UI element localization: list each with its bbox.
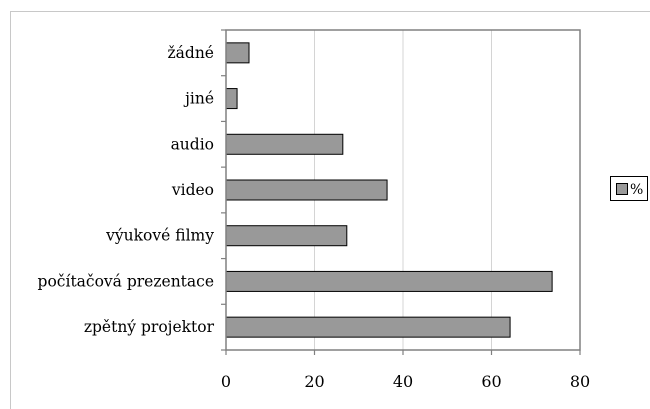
x-tick-label: 40: [393, 372, 413, 391]
bar-4: [225, 225, 348, 247]
legend: %: [610, 176, 648, 201]
legend-swatch: [616, 183, 628, 195]
category-label: audio: [171, 135, 214, 153]
x-tick-label: 0: [221, 372, 231, 391]
legend-box: [610, 176, 648, 201]
category-label: video: [171, 181, 214, 199]
bars: [225, 42, 553, 338]
x-tick-label: 60: [481, 372, 501, 391]
x-tick-label: 20: [304, 372, 324, 391]
category-label: žádné: [168, 44, 215, 62]
category-label: počítačová prezentace: [38, 272, 214, 290]
category-label: výukové filmy: [105, 227, 214, 245]
tick-marks: [221, 29, 581, 355]
bar-0: [225, 42, 250, 64]
category-labels: žádné jiné audio video výukové filmy počítačo…: [38, 44, 215, 336]
x-axis-tick-labels: 0 20 40 60 80: [221, 372, 590, 391]
bar-5: [225, 270, 553, 292]
bar-6: [225, 316, 511, 338]
bar-1: [225, 88, 238, 110]
bar-2: [225, 133, 344, 155]
legend-label: %: [630, 182, 643, 198]
category-label: zpětný projektor: [84, 318, 215, 336]
x-tick-label: 80: [570, 372, 590, 391]
category-label: jiné: [183, 90, 214, 108]
bar-3: [225, 179, 388, 201]
